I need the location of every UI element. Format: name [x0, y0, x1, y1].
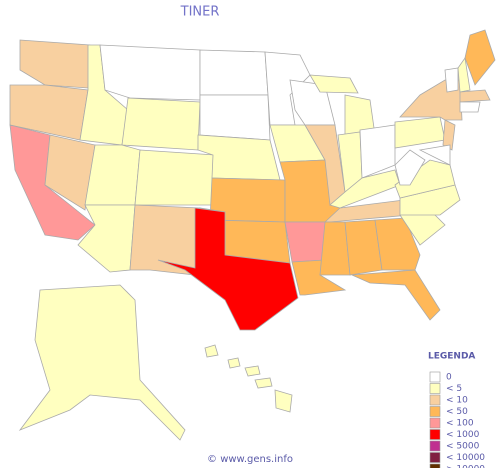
state: [418, 144, 451, 166]
state: [457, 56, 471, 93]
state: [444, 67, 459, 93]
state: [84, 144, 141, 206]
state: [77, 204, 136, 273]
footer: © www.gens.info: [207, 454, 293, 465]
legend-swatch: [429, 371, 441, 383]
legend-swatch: [429, 463, 441, 468]
state: [227, 357, 241, 369]
legend-swatch: [429, 383, 441, 394]
legend-label: < 100: [446, 419, 474, 429]
legend: LEGENDA 0< 5 < 10< 50 < 100< 1000 < 5000< 1…: [428, 352, 485, 468]
state: [264, 51, 311, 126]
state: [44, 134, 96, 211]
state: [442, 119, 456, 151]
legend-swatch: [429, 429, 441, 440]
state: [351, 269, 441, 321]
state: [374, 217, 421, 271]
legend-label: < 5: [446, 384, 462, 394]
legend-label: < 50: [446, 407, 468, 417]
state: [459, 101, 481, 113]
legend-label: 0: [446, 373, 452, 383]
state: [459, 89, 491, 103]
state: [19, 39, 91, 89]
legend-swatch: [429, 452, 441, 463]
state: [199, 94, 271, 141]
state: [394, 149, 426, 186]
map-title: TINER: [180, 5, 220, 20]
legend-label: < 1000: [446, 430, 480, 440]
state: [254, 377, 273, 389]
state: [199, 49, 269, 96]
state: [204, 344, 219, 358]
state: [244, 365, 261, 377]
legend-swatch: [429, 406, 441, 417]
state: [99, 44, 201, 101]
state: [394, 116, 446, 149]
legend-label: > 10000: [446, 465, 485, 468]
state: [121, 97, 201, 151]
state: [464, 29, 496, 86]
legend-swatch: [429, 394, 441, 406]
state: [157, 207, 299, 331]
legend-swatch: [429, 440, 441, 452]
legend-label: < 10000: [446, 453, 485, 463]
state: [134, 149, 216, 206]
state: [359, 124, 396, 179]
state: [394, 159, 456, 199]
legend-swatch: [429, 417, 441, 429]
state: [129, 204, 201, 276]
legend-title: LEGENDA: [428, 352, 475, 362]
states: [9, 29, 496, 441]
legend-label: < 5000: [446, 442, 480, 452]
state: [18, 284, 186, 441]
state: [274, 389, 293, 413]
legend-label: < 10: [446, 396, 468, 406]
state: [309, 74, 359, 94]
